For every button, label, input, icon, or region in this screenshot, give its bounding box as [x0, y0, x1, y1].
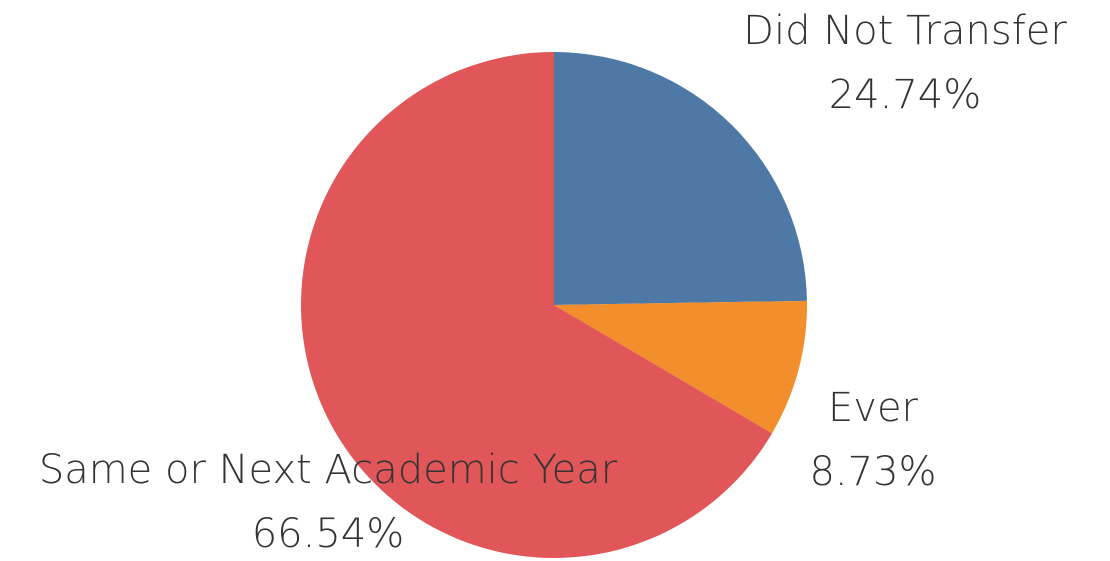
- slice-label: Ever: [828, 385, 919, 431]
- pie-slice: [554, 52, 807, 305]
- slice-label: Same or Next Academic Year: [39, 447, 618, 493]
- slice-label: Did Not Transfer: [743, 8, 1067, 54]
- pie-slice: [301, 52, 773, 558]
- slice-value-label: 24.74%: [829, 72, 982, 118]
- slice-value-label: 66.54%: [252, 511, 405, 557]
- slice-value-label: 8.73%: [809, 449, 936, 495]
- pie-slice: [554, 300, 807, 434]
